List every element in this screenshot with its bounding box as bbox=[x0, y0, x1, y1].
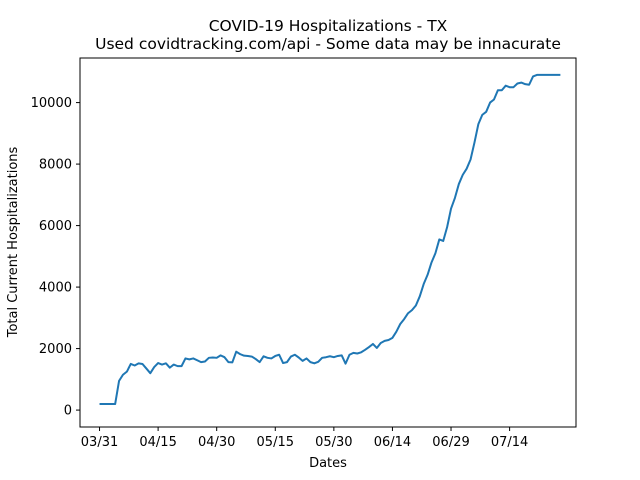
y-axis: 0 2000 4000 6000 8000 10000 bbox=[31, 96, 80, 419]
plot-area bbox=[99, 73, 561, 406]
x-tick-label: 04/15 bbox=[139, 435, 176, 450]
y-axis-label: Total Current Hospitalizations bbox=[6, 146, 21, 338]
chart-subtitle: Used covidtracking.com/api - Some data m… bbox=[95, 35, 561, 53]
y-tick-label: 0 bbox=[64, 404, 72, 419]
x-tick-label: 04/30 bbox=[198, 435, 235, 450]
x-tick-label: 05/30 bbox=[315, 435, 352, 450]
x-axis-label: Dates bbox=[309, 456, 347, 471]
plot-frame bbox=[79, 57, 577, 428]
x-axis: 03/31 04/15 04/30 05/15 05/30 06/14 06/29 07/14 bbox=[81, 427, 528, 450]
y-tick-label: 2000 bbox=[39, 342, 72, 357]
x-tick-label: 06/14 bbox=[374, 435, 411, 450]
y-tick-label: 8000 bbox=[39, 158, 72, 173]
series-line-0 bbox=[99, 73, 561, 406]
y-tick-label: 10000 bbox=[31, 96, 72, 111]
y-tick-label: 6000 bbox=[39, 219, 72, 234]
x-tick-label: 05/15 bbox=[257, 435, 294, 450]
x-tick-label: 03/31 bbox=[81, 435, 118, 450]
x-tick-label: 07/14 bbox=[491, 435, 528, 450]
chart-title: COVID-19 Hospitalizations - TX bbox=[209, 17, 448, 35]
x-tick-label: 06/29 bbox=[432, 435, 469, 450]
y-tick-label: 4000 bbox=[39, 281, 72, 296]
